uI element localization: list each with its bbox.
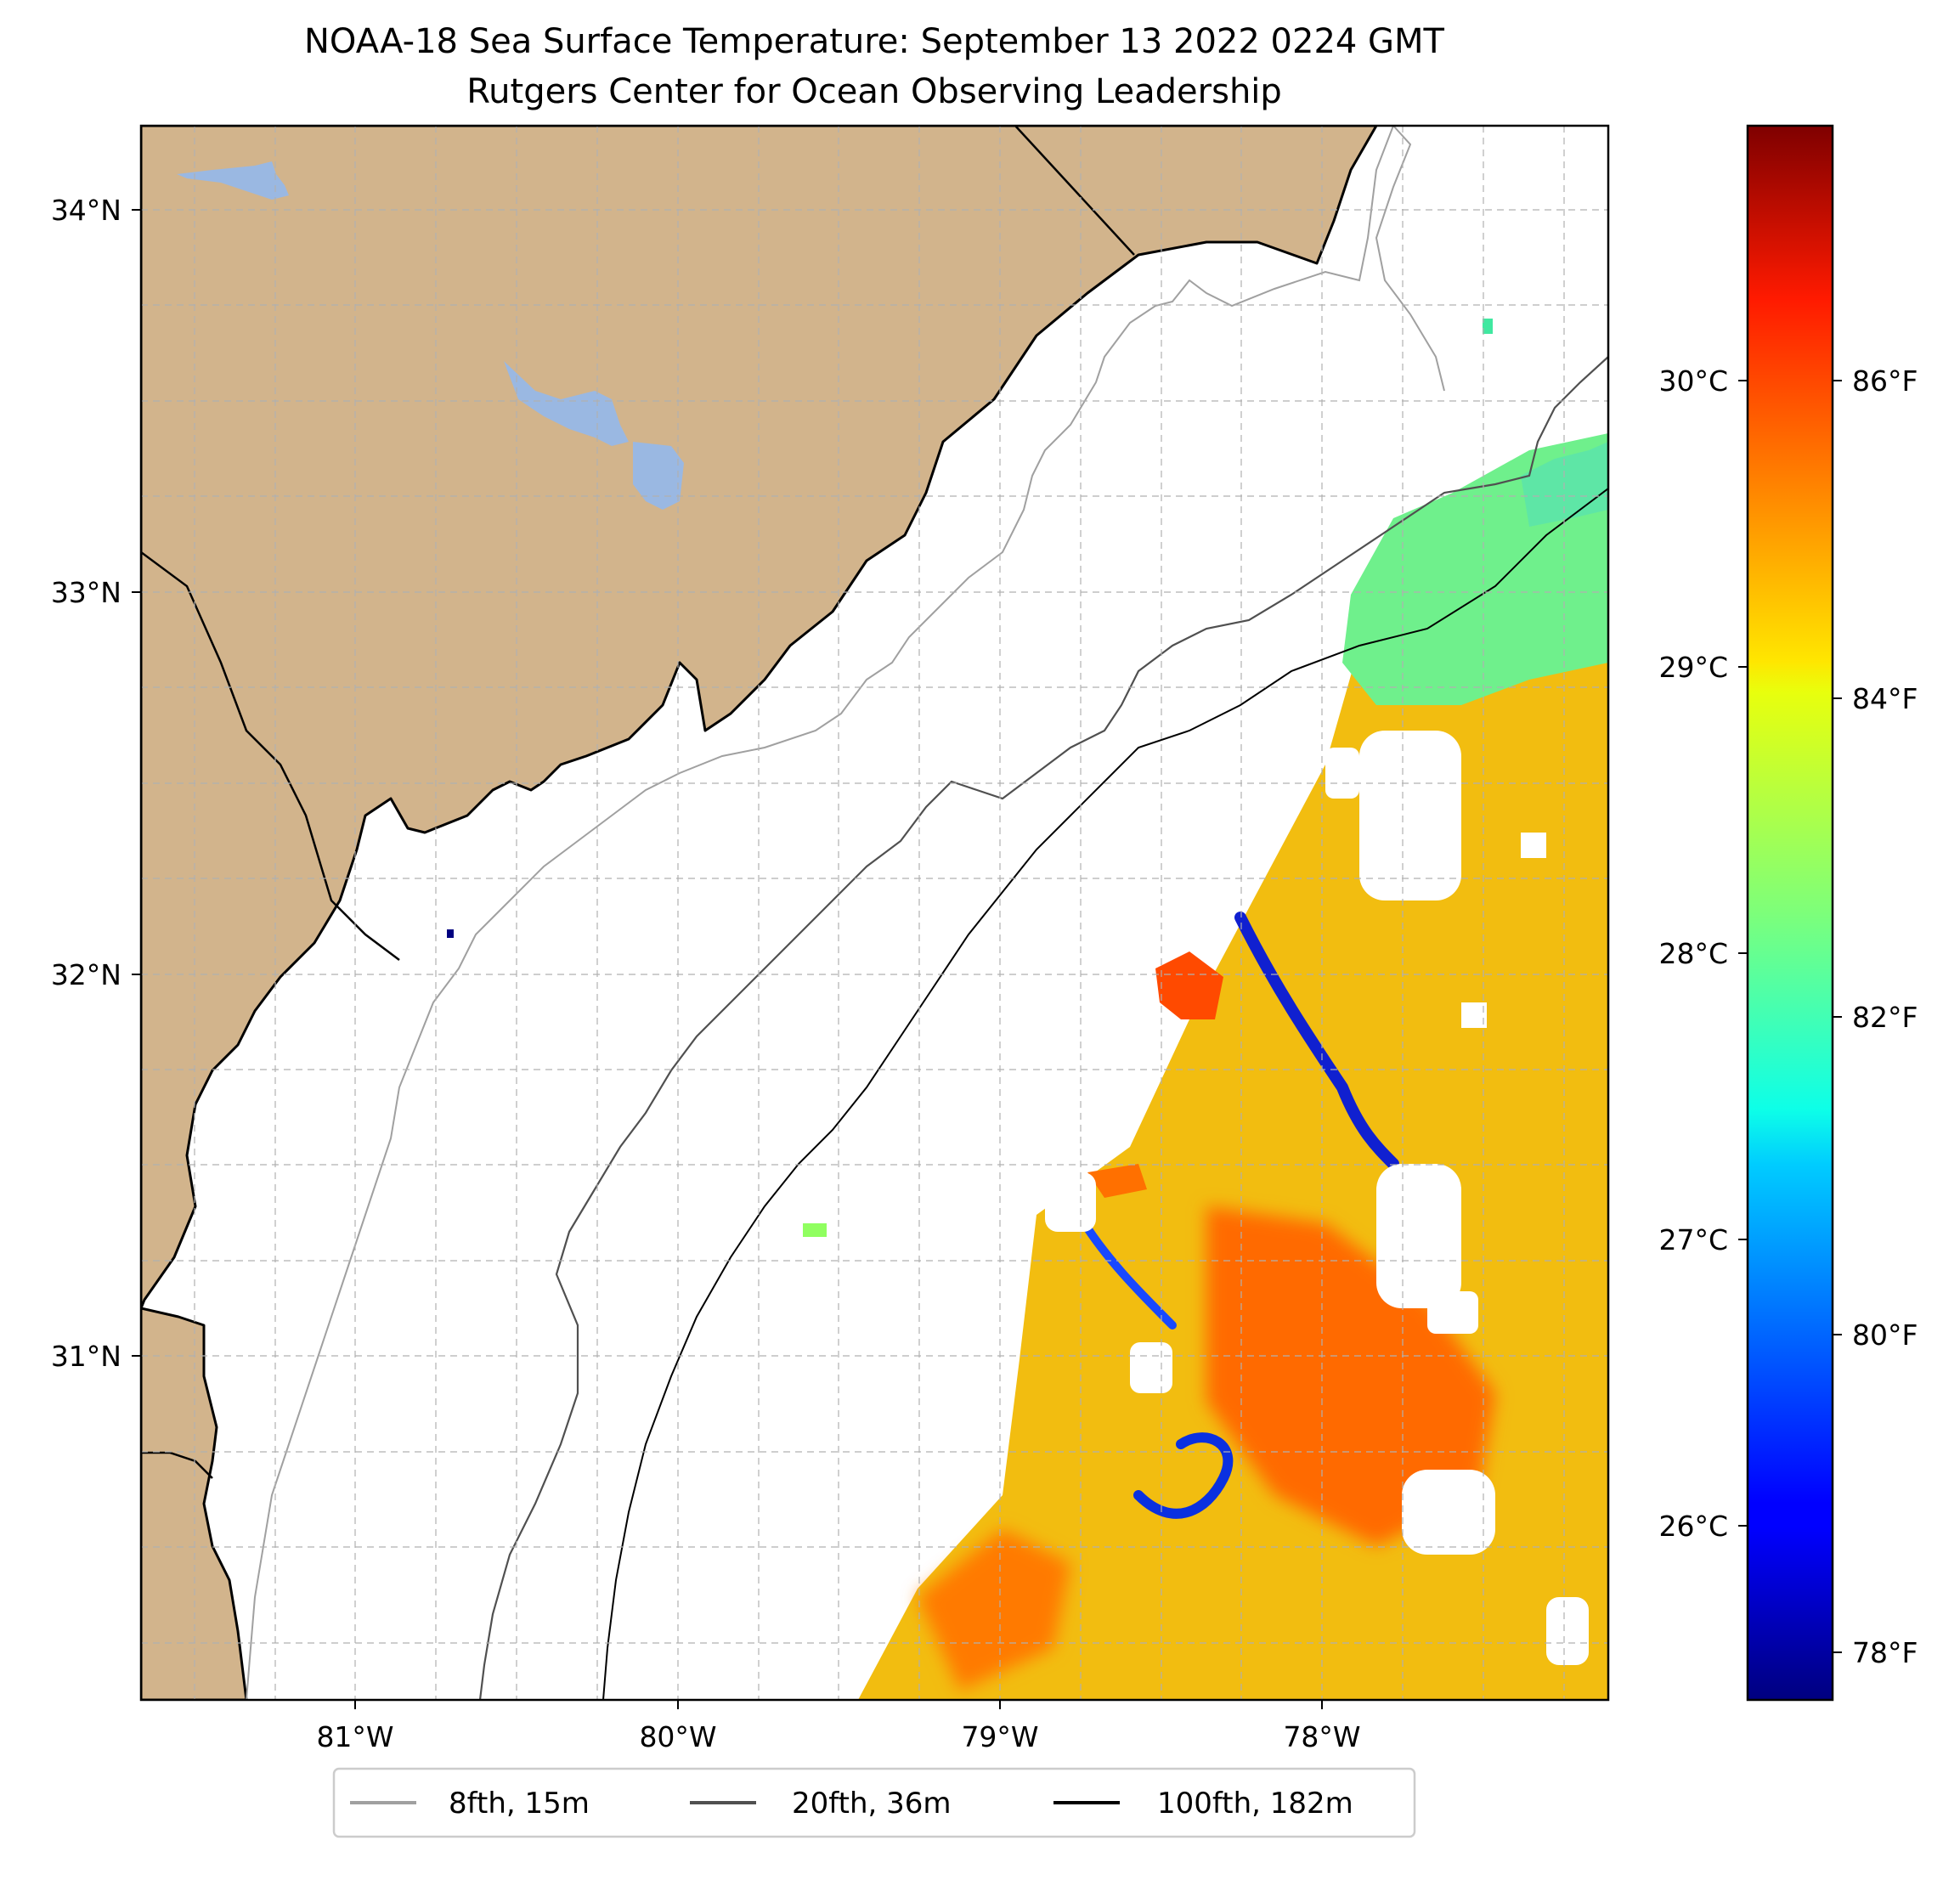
fahrenheit-label-86: 86°F <box>1852 364 1918 398</box>
colorbar: 26°C 27°C 28°C 29°C 30°C 78°F 80°F 82°F … <box>1658 124 1918 1702</box>
lake-waccamaw <box>177 161 289 200</box>
isobath-20fth <box>478 356 1608 1700</box>
y-tick-label-31: 31°N <box>51 1340 121 1373</box>
celsius-label-28: 28°C <box>1658 937 1728 970</box>
sst-isolated-pixel <box>1483 319 1493 334</box>
x-tick-label-79: 79°W <box>961 1720 1038 1753</box>
legend-label-20fth: 20fth, 36m <box>792 1787 952 1821</box>
sst-hot-northwest <box>1087 1164 1147 1198</box>
fahrenheit-label-82: 82°F <box>1852 1001 1918 1034</box>
legend-item-8fth: 8fth, 15m <box>350 1787 590 1821</box>
map-panel <box>141 126 1608 1700</box>
sst-hot-core <box>1206 1206 1495 1546</box>
sst-isolated-pixel-3 <box>447 929 454 938</box>
y-axis: 34°N 33°N 32°N 31°N <box>51 194 141 1373</box>
colorbar-gradient <box>1746 124 1834 1702</box>
title-line-1: NOAA-18 Sea Surface Temperature: Septemb… <box>304 22 1445 61</box>
y-tick-label-34: 34°N <box>51 194 121 227</box>
legend-item-20fth: 20fth, 36m <box>690 1787 952 1821</box>
state-border-3 <box>141 1451 213 1479</box>
sst-hot-south <box>918 1529 1070 1691</box>
y-tick-label-32: 32°N <box>51 958 121 991</box>
fahrenheit-axis: 78°F 80°F 82°F 84°F 86°F <box>1833 364 1918 1669</box>
fahrenheit-label-80: 80°F <box>1852 1318 1918 1352</box>
sst-swath <box>447 319 1608 1700</box>
fahrenheit-label-84: 84°F <box>1852 682 1918 715</box>
isobath-8fth <box>246 126 1394 1700</box>
title-line-2: Rutgers Center for Ocean Observing Leade… <box>466 72 1282 111</box>
gridlines <box>141 126 1608 1700</box>
legend-label-100fth: 100fth, 182m <box>1157 1787 1353 1821</box>
legend: 8fth, 15m 20fth, 36m 100fth, 182m <box>332 1767 1416 1838</box>
state-border-2 <box>1014 126 1135 256</box>
celsius-label-26: 26°C <box>1658 1510 1728 1543</box>
legend-item-100fth: 100fth, 182m <box>1053 1787 1353 1821</box>
land-south <box>141 1307 248 1700</box>
isobath-100fth <box>602 488 1608 1700</box>
celsius-label-27: 27°C <box>1658 1223 1728 1256</box>
fahrenheit-label-78: 78°F <box>1852 1636 1918 1669</box>
celsius-axis: 26°C 27°C 28°C 29°C 30°C <box>1658 364 1748 1543</box>
state-border <box>141 550 400 961</box>
land <box>141 126 1378 1310</box>
x-tick-label-78: 78°W <box>1283 1720 1360 1753</box>
sst-cold-filament <box>1234 912 1399 1170</box>
map-frame <box>139 124 1610 1702</box>
sst-isolated-pixel-2 <box>803 1223 827 1237</box>
isobath-8fth-east <box>1375 126 1445 392</box>
celsius-label-30: 30°C <box>1658 364 1728 398</box>
x-tick-label-81: 81°W <box>316 1720 393 1753</box>
x-tick-label-80: 80°W <box>639 1720 716 1753</box>
celsius-label-29: 29°C <box>1658 651 1728 684</box>
legend-box <box>332 1767 1416 1838</box>
y-tick-label-33: 33°N <box>51 576 121 609</box>
sst-cold-filament-2 <box>1133 1432 1234 1519</box>
lake-moultrie <box>633 442 684 510</box>
legend-label-8fth: 8fth, 15m <box>449 1787 590 1821</box>
sst-hot-west <box>1155 951 1223 1019</box>
x-axis: 81°W 80°W 79°W 78°W <box>316 1700 1361 1753</box>
